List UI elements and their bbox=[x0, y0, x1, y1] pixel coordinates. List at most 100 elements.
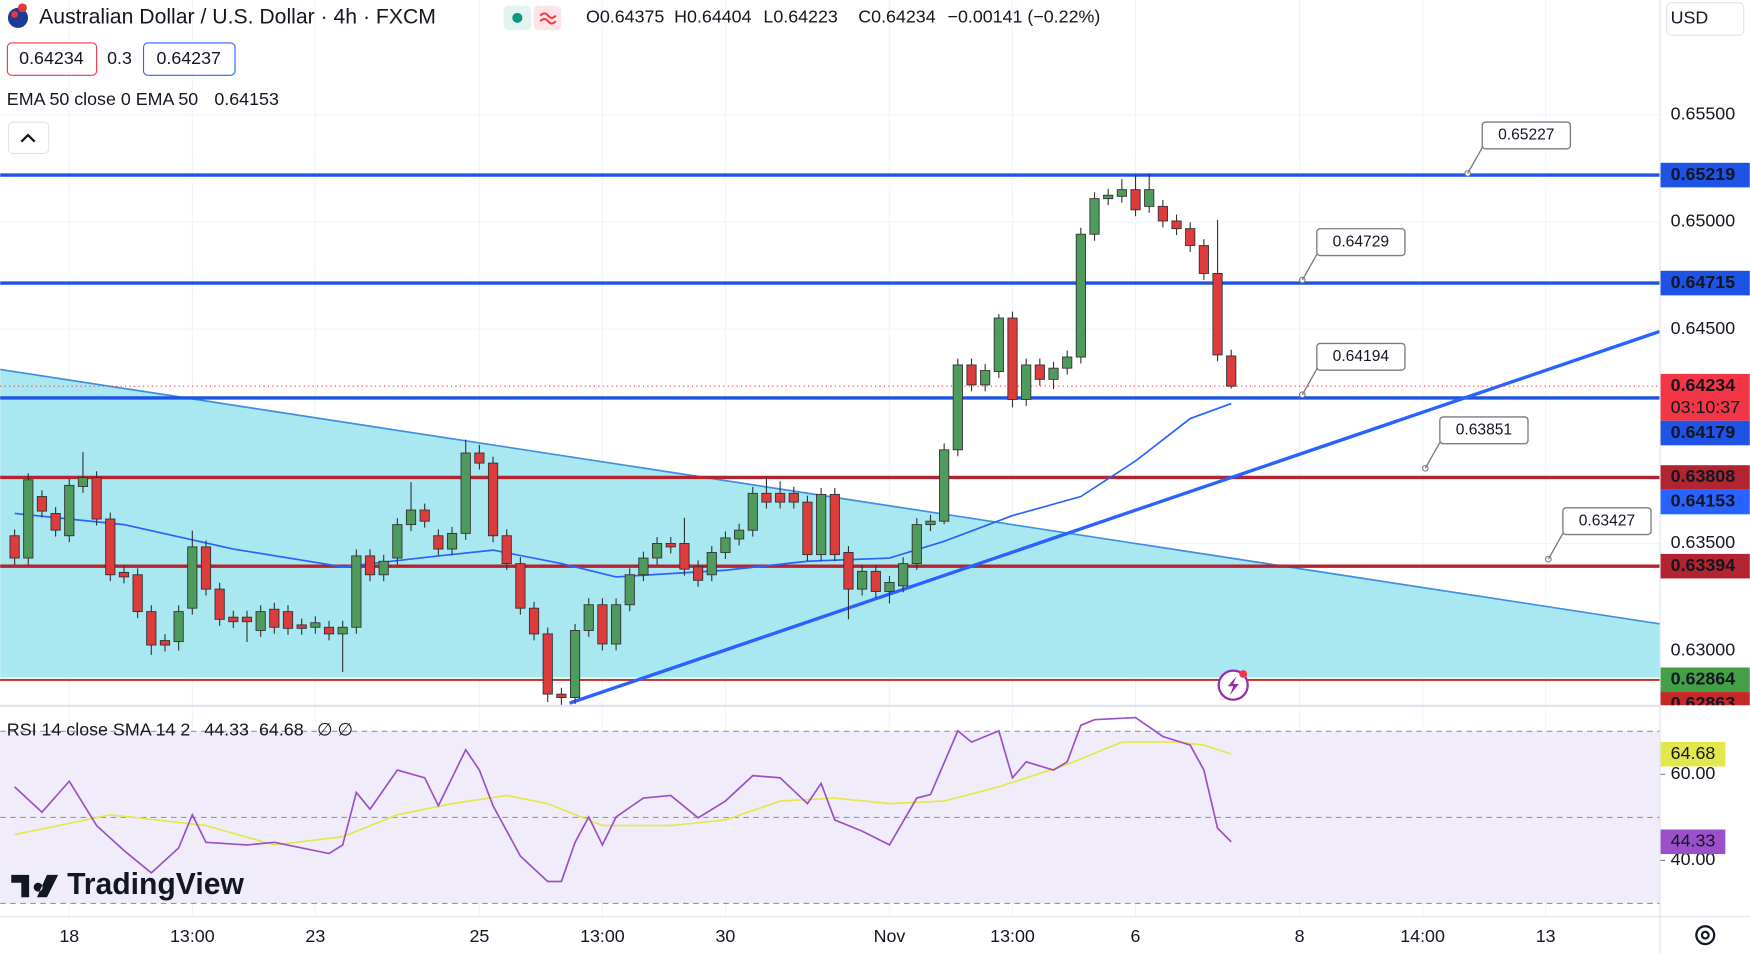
buy-button[interactable] bbox=[142, 42, 236, 76]
price-tag-label: 0.64715 bbox=[1671, 272, 1736, 292]
candle-body bbox=[446, 532, 458, 550]
candle-body bbox=[146, 611, 157, 646]
candle-body bbox=[433, 535, 444, 550]
price-tag bbox=[1660, 667, 1750, 693]
price-tag-label: 0.64234 bbox=[1671, 375, 1736, 395]
candle-body bbox=[1171, 220, 1182, 230]
x-tick-label: 18 bbox=[59, 926, 79, 946]
candle-body bbox=[36, 496, 48, 512]
candle-body bbox=[857, 570, 868, 590]
callout-label: 0.63427 bbox=[1579, 512, 1635, 529]
candle-body bbox=[255, 611, 266, 631]
candle-body bbox=[214, 588, 225, 620]
rsi-tick-label: 60.00 bbox=[1671, 763, 1716, 783]
candle-body bbox=[173, 611, 184, 643]
candle-body bbox=[241, 616, 253, 623]
candle-body bbox=[939, 449, 950, 522]
callout-box bbox=[1439, 416, 1529, 445]
y-tick-label: 0.65000 bbox=[1671, 211, 1736, 231]
collapse-button[interactable] bbox=[7, 121, 50, 154]
logo[interactable]: TradingView bbox=[11, 868, 244, 901]
alert-dot bbox=[1239, 670, 1248, 678]
candle-body bbox=[569, 630, 581, 698]
x-tick-label: Nov bbox=[874, 926, 906, 946]
candle-body bbox=[788, 492, 799, 503]
candle-body bbox=[761, 492, 772, 503]
candle-body bbox=[966, 364, 977, 386]
x-tick-label: 6 bbox=[1131, 926, 1141, 946]
price-tag-label: 0.65219 bbox=[1671, 164, 1736, 184]
candle-body bbox=[542, 633, 553, 695]
candle-body bbox=[816, 493, 827, 556]
currency-button[interactable] bbox=[1666, 2, 1745, 36]
candle-body bbox=[1075, 233, 1086, 358]
indicator-legend[interactable]: EMA 50 close 0 EMA 50 bbox=[7, 89, 199, 109]
logo-mark bbox=[11, 874, 59, 898]
price-tag-label: 0.64153 bbox=[1671, 491, 1736, 511]
candle-body bbox=[323, 626, 335, 635]
price-tag bbox=[1660, 270, 1750, 296]
header: Australian Dollar / U.S. Dollar · 4h · F… bbox=[6, 2, 1745, 154]
candle-body bbox=[775, 492, 786, 503]
candle-body bbox=[720, 537, 731, 553]
candle-body bbox=[993, 317, 1004, 373]
sell-button[interactable] bbox=[6, 42, 98, 76]
buy-price: 0.64237 bbox=[156, 48, 221, 68]
data-source-icon bbox=[539, 12, 557, 25]
candle-body bbox=[802, 501, 813, 556]
x-tick-label: 8 bbox=[1295, 926, 1305, 946]
x-tick-label: 14:00 bbox=[1400, 926, 1445, 946]
price-tag bbox=[1660, 692, 1750, 706]
x-tick-label: 13:00 bbox=[990, 926, 1035, 946]
candle-body bbox=[50, 513, 61, 531]
y-tick-label: 0.63000 bbox=[1671, 639, 1736, 659]
currency: USD bbox=[1671, 8, 1709, 28]
candle-body bbox=[1089, 198, 1100, 235]
data-source-button[interactable] bbox=[533, 5, 562, 31]
rsi-legend[interactable]: RSI 14 close SMA 14 2 bbox=[7, 720, 191, 740]
settings-button[interactable] bbox=[1695, 925, 1716, 946]
candle-body bbox=[898, 563, 909, 587]
callout-label: 0.64194 bbox=[1333, 348, 1390, 365]
trend-line bbox=[569, 329, 1660, 705]
candle-body bbox=[583, 604, 594, 631]
flag-detail bbox=[11, 11, 18, 18]
candle-body bbox=[624, 574, 635, 606]
callout-box bbox=[1316, 342, 1406, 371]
candle-body bbox=[651, 543, 663, 559]
candle-body bbox=[392, 524, 403, 559]
alert-bolt bbox=[1227, 676, 1239, 696]
rsi-sma-value: 64.68 bbox=[259, 720, 304, 740]
price-tag-label: 0.63808 bbox=[1671, 466, 1736, 486]
candle-body bbox=[296, 624, 307, 629]
sell-price: 0.64234 bbox=[19, 48, 84, 68]
candle-body bbox=[706, 552, 717, 576]
y-tick-label: 0.63500 bbox=[1671, 532, 1736, 552]
flag-detail bbox=[17, 3, 27, 13]
ohlc-close: C0.64234 bbox=[858, 7, 935, 27]
candle-body bbox=[1103, 194, 1114, 200]
callout-box bbox=[1316, 228, 1406, 257]
candle-body bbox=[925, 520, 936, 526]
ohlc-change: −0.00141 (−0.22%) bbox=[948, 7, 1101, 27]
indicator-value: 0.64153 bbox=[214, 89, 279, 109]
candle-body bbox=[501, 535, 512, 565]
candle-body bbox=[64, 484, 75, 537]
candle-body bbox=[610, 604, 622, 645]
candle-body bbox=[310, 622, 321, 628]
candle-body bbox=[77, 477, 89, 487]
rsi-line bbox=[14, 741, 1232, 846]
price-tag-label: 0.62863 bbox=[1671, 693, 1736, 713]
candle-body bbox=[351, 555, 362, 628]
candle-body bbox=[282, 611, 294, 629]
price-tag bbox=[1660, 489, 1750, 515]
candle-body bbox=[1198, 245, 1209, 274]
candle-body bbox=[1034, 364, 1045, 380]
candle-body bbox=[1157, 205, 1168, 222]
candle-body bbox=[843, 552, 854, 590]
candle-body bbox=[159, 640, 171, 646]
candle-body bbox=[405, 509, 417, 526]
y-tick-label: 0.65500 bbox=[1671, 104, 1736, 124]
symbol-title[interactable]: Australian Dollar / U.S. Dollar · 4h · F… bbox=[39, 5, 436, 28]
